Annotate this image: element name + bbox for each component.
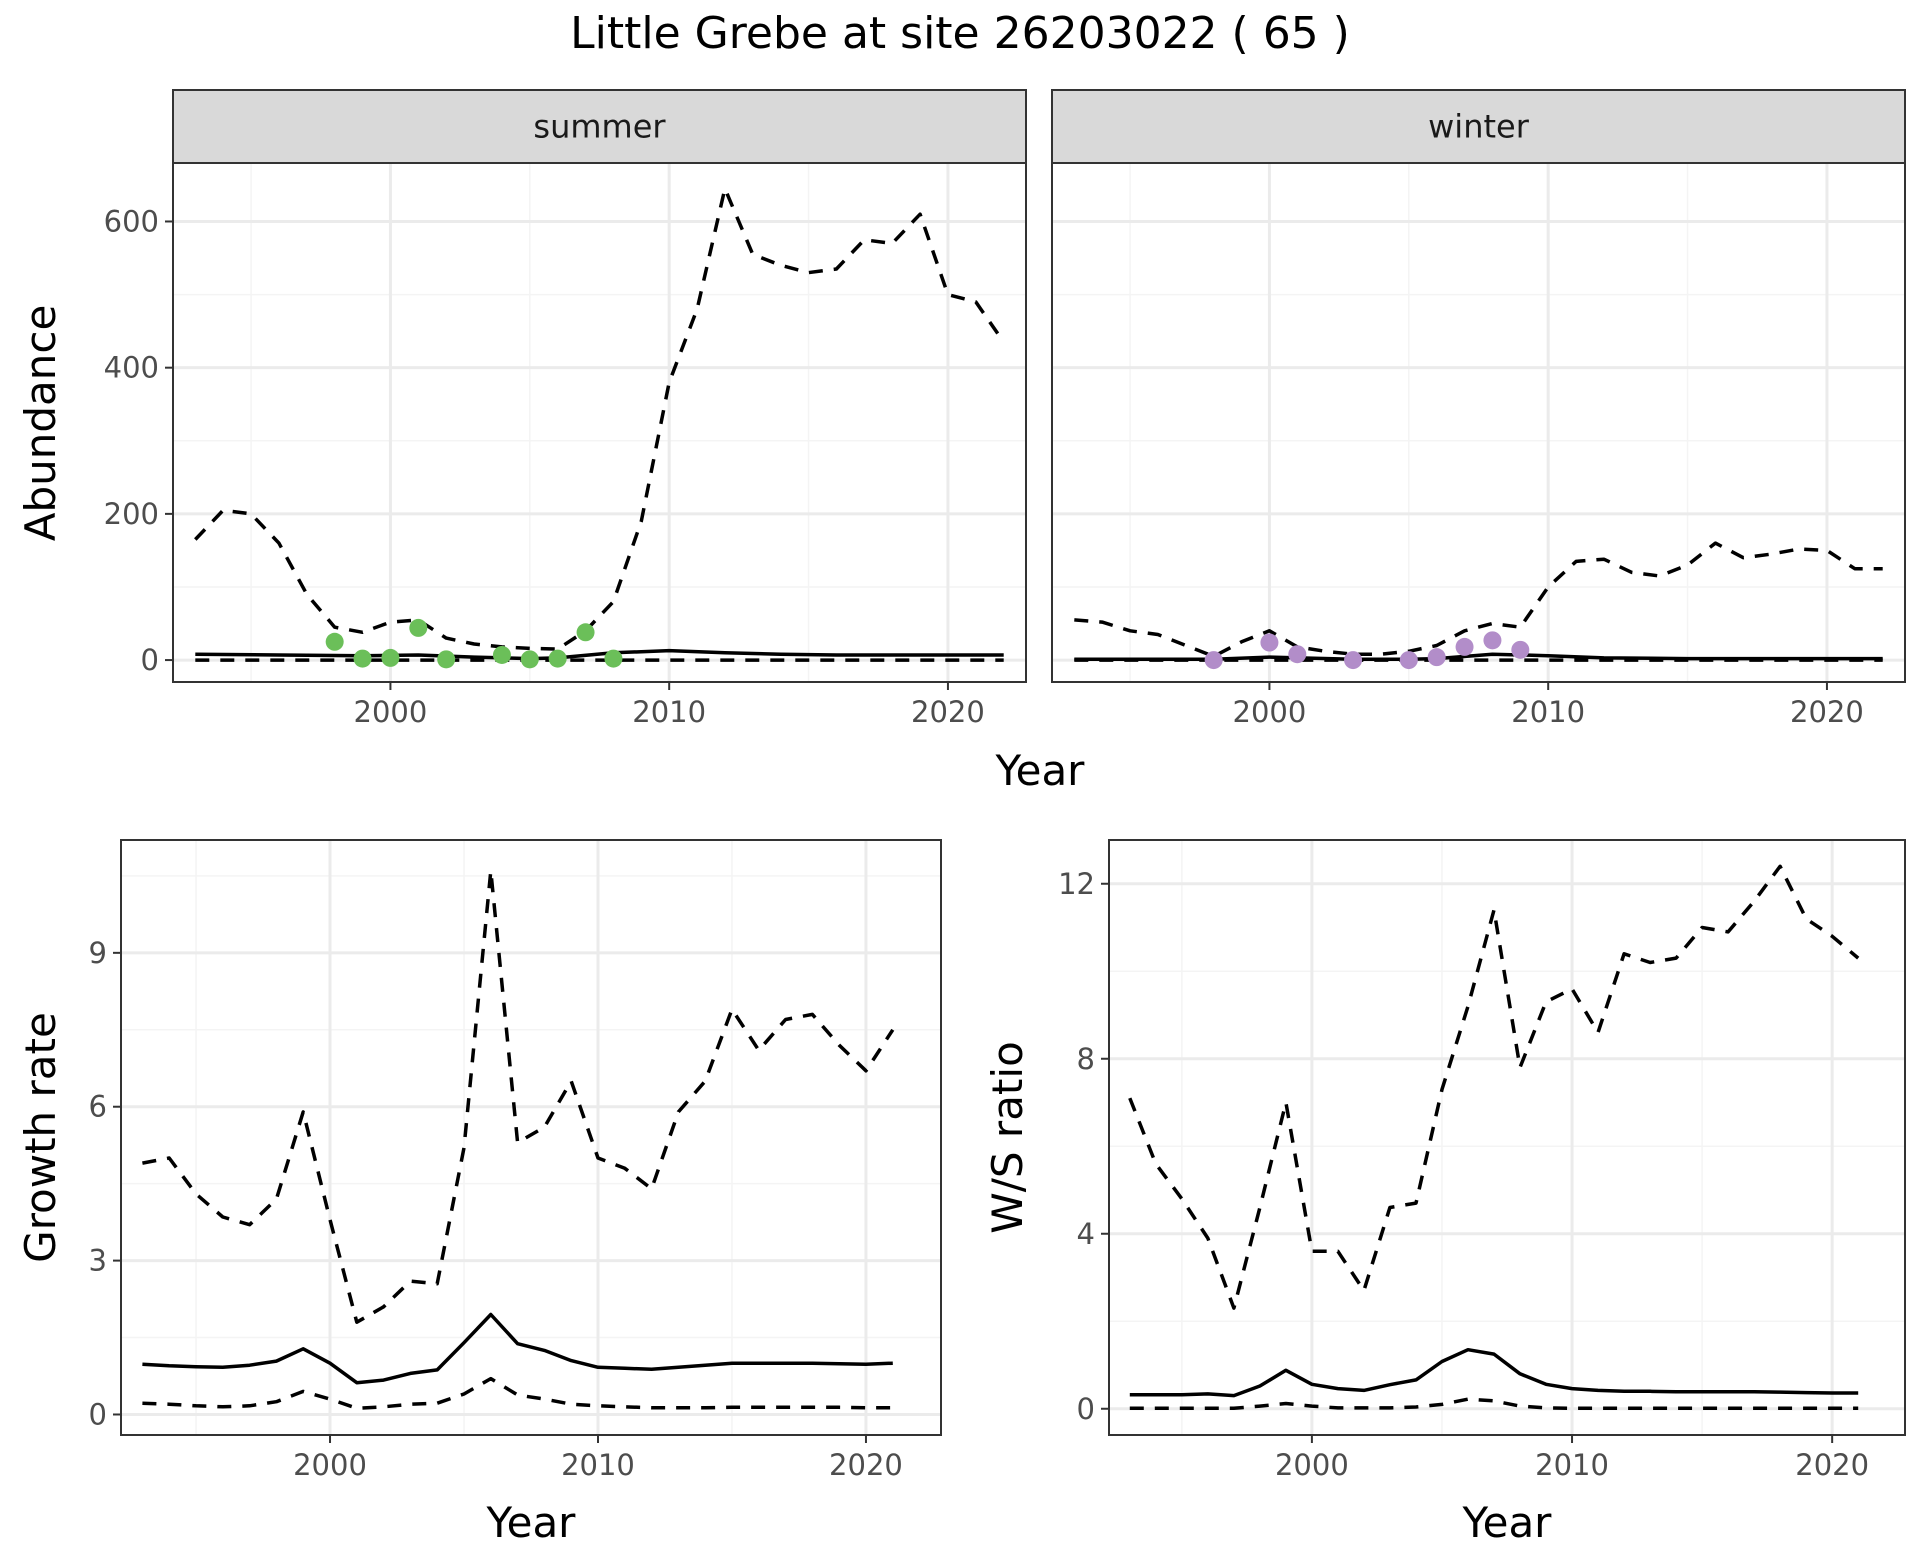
- abundance-summer-data-point: [325, 632, 344, 651]
- ws-ratio-estimate-line: [1129, 1347, 1859, 1398]
- abundance-summer-data-point: [409, 618, 428, 637]
- abundance-summer-upper-bound-line: [194, 186, 1006, 651]
- abundance-summer-y-tick-label: 400: [104, 351, 159, 385]
- growth-estimate-line: [142, 1312, 893, 1385]
- abundance-winter-data-point: [1511, 640, 1530, 659]
- ws-ratio-lower-bound-line: [1129, 1397, 1859, 1411]
- growth-x-axis-title: Year: [486, 1498, 577, 1547]
- abundance-winter-upper-bound-line: [1074, 541, 1883, 659]
- ws-ratio-y-tick-label: 4: [1077, 1217, 1095, 1251]
- ws-ratio-y-axis-title: W/S ratio: [983, 1041, 1032, 1234]
- abundance-summer-facet-strip: [172, 89, 1027, 164]
- ws-ratio-x-tick-label: 2000: [1275, 1448, 1349, 1482]
- abundance-y-axis-title: Abundance: [16, 305, 65, 542]
- growth-x-tick-label: 2020: [829, 1448, 903, 1482]
- abundance-winter-data-point: [1260, 633, 1279, 652]
- abundance-winter-data-point: [1455, 637, 1474, 656]
- abundance-summer-facet-label: summer: [533, 108, 666, 146]
- abundance-summer-x-tick-label: 2010: [632, 695, 706, 729]
- abundance-summer-data-point: [520, 650, 539, 669]
- abundance-summer-data-point: [548, 649, 567, 668]
- ws-ratio-panel-border: [1108, 839, 1906, 1436]
- page-title: Little Grebe at site 26203022 ( 65 ): [570, 8, 1350, 59]
- abundance-winter-facet-label: winter: [1428, 108, 1530, 146]
- ws-ratio-y-tick-label: 12: [1058, 867, 1095, 901]
- abundance-winter-data-point: [1204, 651, 1223, 670]
- abundance-summer-panel-background: [173, 163, 1026, 682]
- growth-y-tick-label: 9: [89, 936, 107, 970]
- growth-x-tick-label: 2010: [561, 1448, 635, 1482]
- abundance-summer-x-tick-label: 2020: [911, 695, 985, 729]
- abundance-winter-panel-background: [1052, 163, 1905, 682]
- ws-ratio-upper-bound-line: [1128, 864, 1860, 1310]
- ws-ratio-x-axis-title: Year: [1462, 1498, 1553, 1547]
- abundance-summer-y-tick-label: 0: [141, 643, 159, 677]
- growth-panel-border: [120, 839, 942, 1436]
- abundance-winter-x-tick-label: 2020: [1790, 695, 1864, 729]
- abundance-winter-x-tick-label: 2010: [1511, 695, 1585, 729]
- abundance-winter-data-point: [1483, 631, 1502, 650]
- abundance-summer-data-point: [492, 645, 511, 664]
- ws-ratio-grid: [1109, 840, 1905, 1435]
- abundance-summer-data-point: [381, 648, 400, 667]
- abundance-summer-data-point: [437, 650, 456, 669]
- abundance-x-axis-title: Year: [995, 746, 1086, 795]
- abundance-summer-data-point: [576, 623, 595, 642]
- abundance-winter-data-point: [1288, 645, 1307, 664]
- growth-y-axis-title: Growth rate: [16, 1012, 65, 1263]
- ws-ratio-x-tick-label: 2020: [1795, 1448, 1869, 1482]
- abundance-winter-grid: [1052, 163, 1905, 682]
- abundance-winter-facet-strip: [1051, 89, 1906, 164]
- growth-y-tick-label: 0: [89, 1397, 107, 1431]
- ws-ratio-y-tick-label: 8: [1077, 1042, 1095, 1076]
- abundance-winter-data-point: [1399, 651, 1418, 670]
- abundance-summer-y-tick-label: 200: [104, 497, 159, 531]
- abundance-winter-data-point: [1427, 648, 1446, 667]
- abundance-summer-x-tick-label: 2000: [354, 695, 428, 729]
- abundance-winter-data-point: [1344, 651, 1363, 670]
- growth-upper-bound-line: [142, 869, 895, 1324]
- growth-y-tick-label: 6: [89, 1090, 107, 1124]
- ws-ratio-x-tick-label: 2010: [1535, 1448, 1609, 1482]
- abundance-summer-y-tick-label: 600: [104, 204, 159, 238]
- ws-ratio-y-tick-label: 0: [1077, 1392, 1095, 1426]
- abundance-summer-data-point: [353, 649, 372, 668]
- abundance-summer-grid: [173, 163, 1026, 682]
- growth-panel-background: [121, 840, 941, 1435]
- growth-grid: [121, 840, 941, 1435]
- ws-ratio-panel-background: [1109, 840, 1905, 1435]
- growth-x-tick-label: 2000: [293, 1448, 367, 1482]
- abundance-winter-x-tick-label: 2000: [1233, 695, 1307, 729]
- growth-lower-bound-line: [142, 1376, 893, 1411]
- abundance-summer-data-point: [604, 649, 623, 668]
- growth-y-tick-label: 3: [89, 1244, 107, 1278]
